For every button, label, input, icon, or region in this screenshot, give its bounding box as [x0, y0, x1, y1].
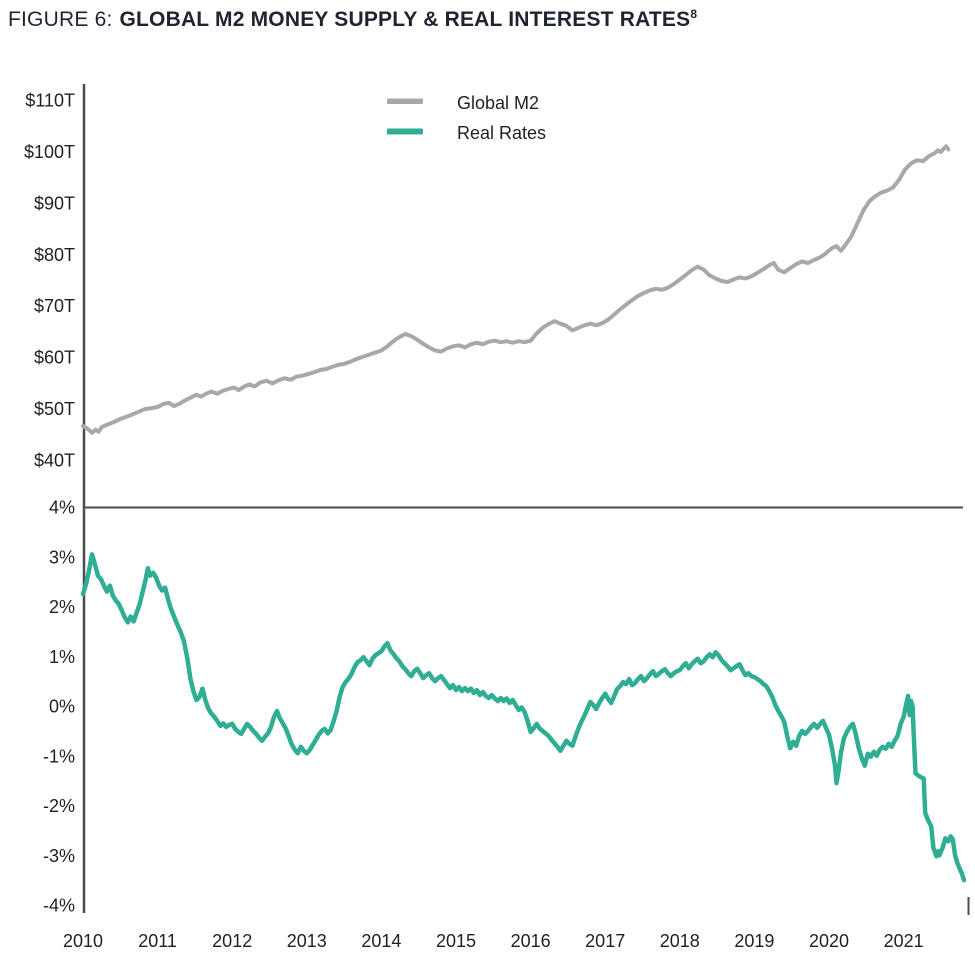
x-tick-label: 2010 [63, 931, 103, 951]
legend-label-global-m2: Global M2 [457, 93, 539, 113]
x-tick-label: 2013 [287, 931, 327, 951]
y-tick-label: -1% [43, 746, 75, 766]
global-m2-line [81, 144, 951, 435]
figure-title: FIGURE 6: GLOBAL M2 MONEY SUPPLY & REAL I… [8, 8, 697, 32]
y-tick-label: 4% [49, 498, 75, 518]
legend: Global M2 Real Rates [387, 93, 546, 143]
x-tick-label: 2012 [212, 931, 252, 951]
y-tick-label: 2% [49, 597, 75, 617]
x-tick-label: 2017 [585, 931, 625, 951]
x-tick-label: 2011 [138, 931, 177, 951]
legend-label-real-rates: Real Rates [457, 123, 546, 143]
y-tick-label: $60T [34, 348, 75, 368]
m2-y-axis-ticks: $110T $100T $90T $80T $70T $60T $50T $40T [24, 91, 75, 471]
legend-swatch-global-m2 [387, 98, 423, 104]
figure-number-label: FIGURE 6: [8, 8, 113, 31]
y-tick-label: $100T [24, 142, 75, 162]
y-tick-label: 1% [49, 647, 75, 667]
x-tick-label: 2014 [361, 931, 401, 951]
figure-title-text: GLOBAL M2 MONEY SUPPLY & REAL INTEREST R… [119, 8, 691, 31]
x-tick-label: 2018 [660, 931, 700, 951]
rates-y-axis-ticks: 4% 3% 2% 1% 0% -1% -2% -3% -4% [43, 498, 75, 916]
y-tick-label: $70T [34, 296, 75, 316]
x-tick-label: 2019 [734, 931, 774, 951]
y-tick-label: $90T [34, 193, 75, 213]
y-tick-label: -3% [43, 846, 75, 866]
y-tick-label: 3% [49, 547, 75, 567]
y-tick-label: -2% [43, 796, 75, 816]
x-tick-label: 2021 [884, 931, 924, 951]
figure-footnote-marker: 8 [690, 7, 698, 21]
x-tick-label: 2015 [436, 931, 476, 951]
y-tick-label: $110T [25, 91, 75, 111]
real-rates-line [80, 552, 967, 883]
legend-swatch-real-rates [387, 128, 423, 135]
y-tick-label: $50T [34, 399, 75, 419]
y-tick-label: $40T [34, 451, 75, 471]
x-tick-label: 2020 [809, 931, 849, 951]
y-tick-label: 0% [49, 697, 75, 717]
y-tick-label: -4% [43, 896, 75, 916]
x-axis-ticks: 2010 2011 2012 2013 2014 2015 2016 2017 2018 2019… [63, 931, 924, 951]
y-tick-label: $80T [34, 245, 75, 265]
x-tick-label: 2016 [511, 931, 551, 951]
